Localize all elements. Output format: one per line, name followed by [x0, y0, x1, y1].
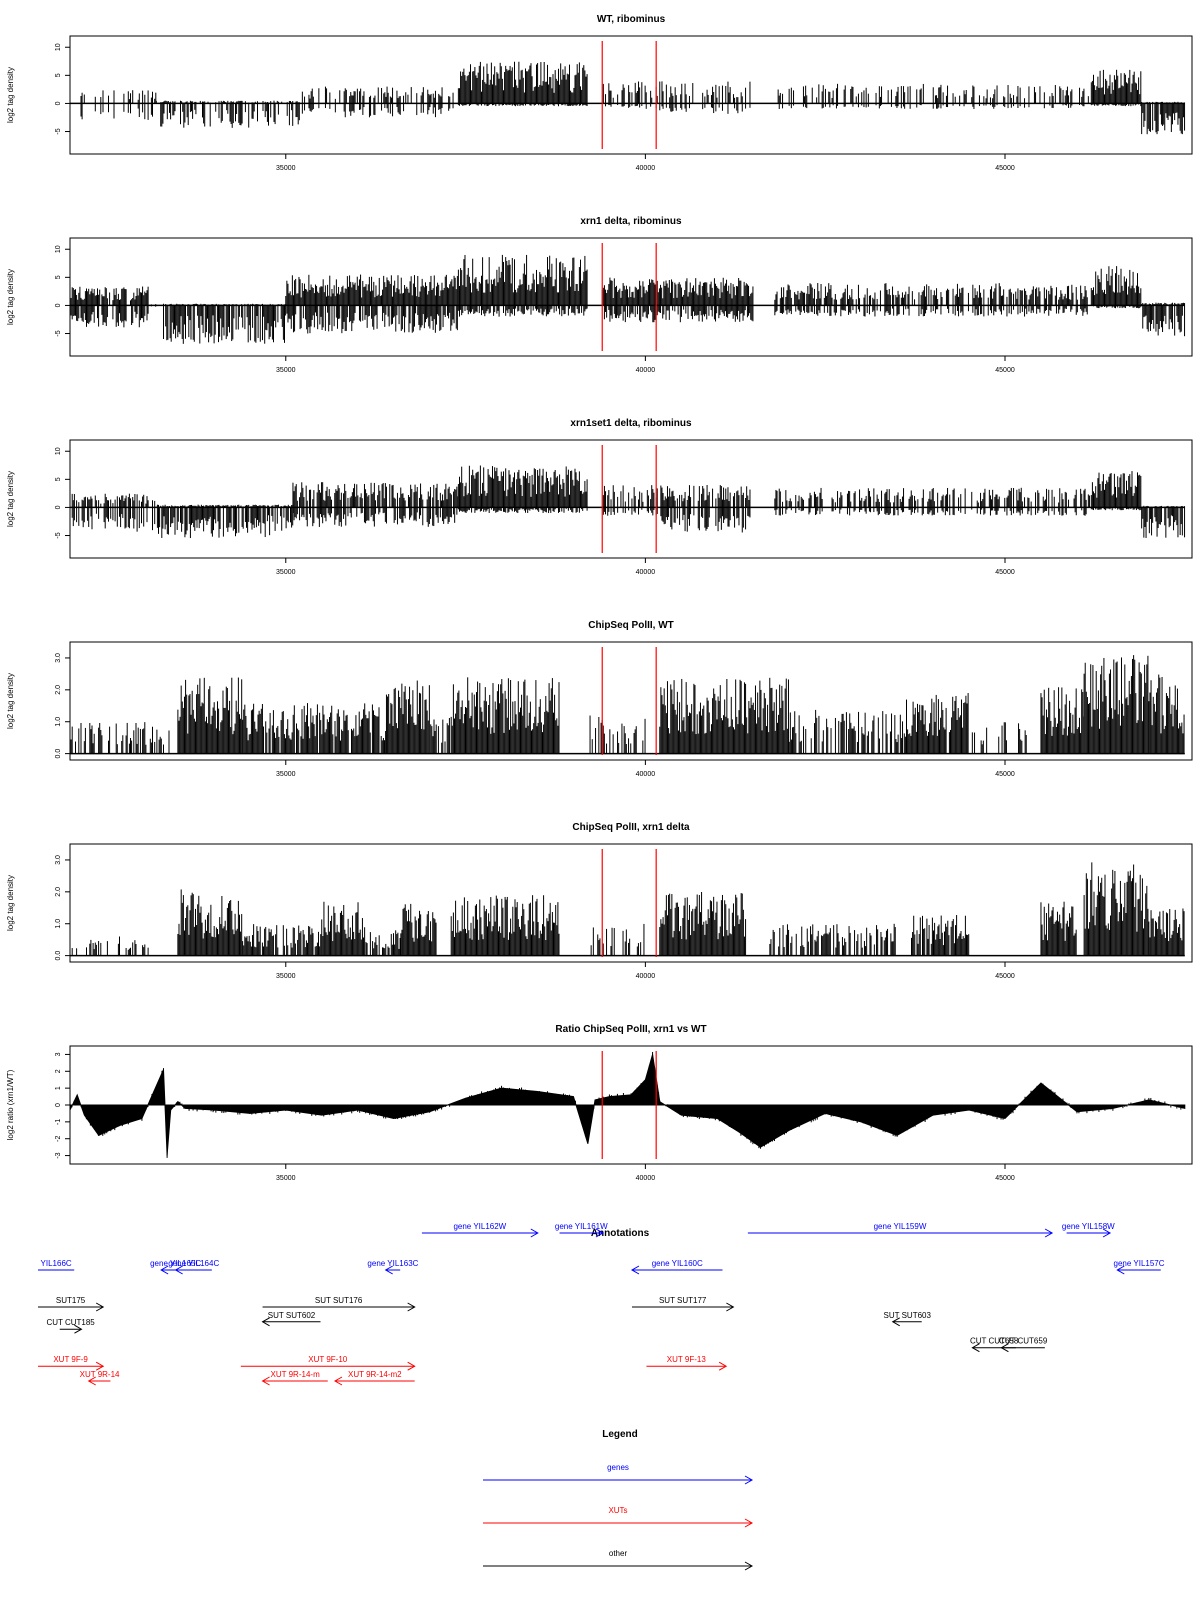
- panel-5: ChipSeq PolII, xrn1 delta log2 tag densit…: [6, 822, 1193, 980]
- x-tick-label: 35000: [276, 973, 296, 980]
- y-tick-label: 0: [55, 101, 62, 105]
- chart-title: xrn1set1 delta, ribominus: [570, 418, 692, 429]
- x-tick-label: 35000: [276, 771, 296, 778]
- data-series: [69, 61, 1186, 135]
- x-tick-label: 45000: [995, 973, 1015, 980]
- chart-title: ChipSeq PolII, xrn1 delta: [572, 822, 690, 833]
- panel-1: WT, ribominus log2 tag density -5 0 5 10 35000…: [6, 14, 1193, 172]
- x-tick-label: 45000: [995, 569, 1015, 576]
- plot-frame: [69, 641, 1193, 761]
- y-tick-label: 0.0: [55, 749, 62, 759]
- x-tick-label: 40000: [636, 771, 656, 778]
- x-tick-label: 35000: [276, 165, 296, 172]
- x-tick-label: 35000: [276, 367, 296, 374]
- x-tick-label: 35000: [276, 569, 296, 576]
- plot-frame: [69, 237, 1193, 357]
- plot-frame: [69, 439, 1193, 559]
- y-tick-label: 3.0: [55, 653, 62, 663]
- chart-title: xrn1 delta, ribominus: [580, 216, 682, 227]
- y-tick-label: 0.0: [55, 951, 62, 961]
- panel-2: xrn1 delta, ribominus log2 tag density -5 0…: [6, 216, 1193, 374]
- x-tick-label: 45000: [995, 367, 1015, 374]
- panel-3: xrn1set1 delta, ribominus log2 tag densit…: [6, 418, 1193, 576]
- y-tick-label: 10: [55, 245, 62, 253]
- y-axis-label: log2 tag density: [6, 471, 15, 527]
- y-axis-label: log2 tag density: [6, 875, 15, 931]
- y-tick-label: 5: [55, 477, 62, 481]
- panel-4: ChipSeq PolII, WT log2 tag density 0.0 1.0 2…: [6, 620, 1193, 778]
- y-tick-label: 0: [55, 505, 62, 509]
- y-tick-label: -5: [55, 330, 62, 336]
- plot-frame: [69, 35, 1193, 155]
- y-axis-label: log2 tag density: [6, 67, 15, 123]
- y-tick-label: 1.0: [55, 919, 62, 929]
- y-tick-label: 0: [55, 303, 62, 307]
- data-series: [69, 655, 1185, 754]
- y-tick-label: 3.0: [55, 855, 62, 865]
- y-tick-label: 1.0: [55, 717, 62, 727]
- x-tick-label: 40000: [636, 165, 656, 172]
- chart-title: WT, ribominus: [597, 14, 666, 25]
- data-series: [71, 465, 1186, 539]
- y-tick-label: 10: [55, 43, 62, 51]
- data-series: [69, 254, 1186, 344]
- y-tick-label: 5: [55, 73, 62, 77]
- plot-frame: [69, 843, 1193, 963]
- y-axis-label: log2 tag density: [6, 269, 15, 325]
- y-tick-label: -5: [55, 532, 62, 538]
- data-series: [69, 862, 1185, 956]
- y-tick-label: -5: [55, 128, 62, 134]
- chart-title: ChipSeq PolII, WT: [588, 620, 674, 631]
- x-tick-label: 40000: [636, 367, 656, 374]
- x-tick-label: 45000: [995, 165, 1015, 172]
- y-tick-label: 2.0: [55, 887, 62, 897]
- x-tick-label: 40000: [636, 569, 656, 576]
- x-tick-label: 45000: [995, 771, 1015, 778]
- y-tick-label: 5: [55, 275, 62, 279]
- y-tick-label: 10: [55, 447, 62, 455]
- x-tick-label: 40000: [636, 973, 656, 980]
- y-tick-label: 2.0: [55, 685, 62, 695]
- y-axis-label: log2 tag density: [6, 673, 15, 729]
